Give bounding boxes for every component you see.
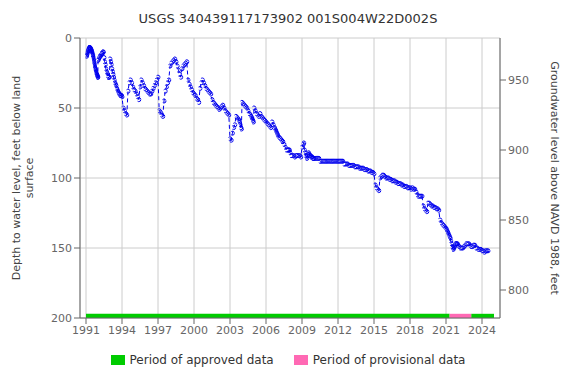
svg-text:850: 850: [508, 214, 529, 227]
svg-text:900: 900: [508, 144, 529, 157]
svg-text:2015: 2015: [360, 324, 388, 337]
svg-text:2009: 2009: [288, 324, 316, 337]
html-text:Period of approved data: Period of approved data: [129, 353, 274, 367]
html-text:Groundwater level above NAVD 1: Groundwater level above NAVD 1988, feet: [547, 61, 561, 295]
svg-text:2024: 2024: [468, 324, 496, 337]
svg-text:800: 800: [508, 284, 529, 297]
svg-text:2006: 2006: [252, 324, 280, 337]
svg-text:50: 50: [58, 102, 72, 115]
html-text:Period of provisional data: Period of provisional data: [312, 353, 466, 367]
html-text:Depth to water level, feet bel: Depth to water level, feet below land su…: [10, 75, 36, 281]
svg-text:200: 200: [51, 312, 72, 325]
svg-text:2018: 2018: [396, 324, 424, 337]
svg-text:2012: 2012: [324, 324, 352, 337]
svg-text:2003: 2003: [216, 324, 244, 337]
svg-text:950: 950: [508, 74, 529, 87]
svg-text:1997: 1997: [144, 324, 172, 337]
html-text:USGS 340439117173902 001S004W2: USGS 340439117173902 001S004W22D002S: [138, 11, 438, 26]
svg-text:2000: 2000: [180, 324, 208, 337]
svg-text:1991: 1991: [72, 324, 100, 337]
svg-text:150: 150: [51, 242, 72, 255]
svg-text:2021: 2021: [432, 324, 460, 337]
svg-text:100: 100: [51, 172, 72, 185]
svg-text:0: 0: [65, 32, 72, 45]
svg-text:1994: 1994: [108, 324, 136, 337]
